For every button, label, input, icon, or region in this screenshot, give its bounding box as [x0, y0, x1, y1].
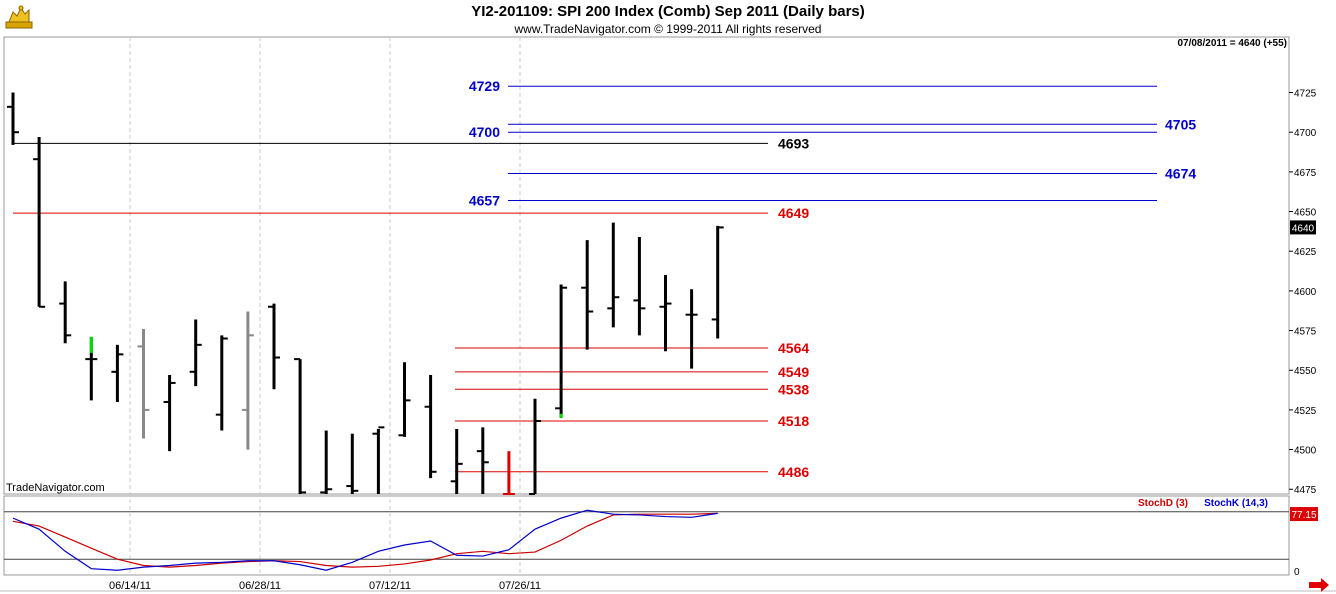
last-price-label: 4640: [1292, 223, 1315, 234]
level-label-4705: 4705: [1165, 116, 1196, 132]
y-tick-label: 4700: [1294, 128, 1317, 139]
copyright-notice: www.TradeNavigator.com © 1999-2011 All r…: [514, 22, 822, 36]
legend-stoch-d: StochD (3): [1138, 498, 1188, 509]
x-tick-label: 06/14/11: [109, 580, 151, 592]
chart-title: YI2-201109: SPI 200 Index (Comb) Sep 201…: [471, 3, 865, 20]
y-tick-label: 4725: [1294, 89, 1317, 100]
level-label-4693: 4693: [778, 135, 809, 151]
level-label-4518: 4518: [778, 413, 809, 429]
level-label-4674: 4674: [1165, 165, 1196, 181]
stoch-value-flag: [1290, 507, 1318, 522]
level-label-4564: 4564: [778, 340, 809, 356]
level-label-4649: 4649: [778, 205, 809, 221]
y-tick-label: 4650: [1294, 208, 1317, 219]
stoch-zero-label: 0: [1294, 567, 1300, 578]
x-tick-label: 06/28/11: [239, 580, 281, 592]
y-tick-label: 4550: [1294, 366, 1317, 377]
stoch-line-k: [12, 509, 718, 571]
level-label-4538: 4538: [778, 381, 809, 397]
y-tick-label: 4500: [1294, 446, 1317, 457]
y-tick-label: 4675: [1294, 168, 1317, 179]
watermark-text: TradeNavigator.com: [6, 482, 105, 494]
stoch-value-label: 77.15: [1291, 510, 1316, 521]
level-label-4657: 4657: [469, 192, 500, 208]
x-tick-label: 07/26/11: [499, 580, 541, 592]
stochastic-pane-frame: [3, 495, 1290, 576]
level-label-4729: 4729: [469, 78, 500, 94]
y-tick-label: 4625: [1294, 247, 1317, 258]
legend-stoch-k: StochK (14,3): [1204, 498, 1268, 509]
y-tick-label: 4525: [1294, 406, 1317, 417]
level-label-4549: 4549: [778, 364, 809, 380]
main-pane-frame: [3, 36, 1290, 495]
red-right-arrow-icon[interactable]: [1308, 578, 1330, 592]
y-tick-label: 4600: [1294, 287, 1317, 298]
last-price-readout: 07/08/2011 = 4640 (+55): [1177, 38, 1287, 49]
level-label-4486: 4486: [778, 464, 809, 480]
stoch-line-d: [12, 512, 718, 568]
level-label-4700: 4700: [469, 124, 500, 140]
last-price-flag: [1290, 220, 1316, 235]
y-tick-label: 4575: [1294, 327, 1317, 338]
x-tick-label: 07/12/11: [369, 580, 411, 592]
gold-bull-logo-icon[interactable]: [4, 2, 34, 32]
y-tick-label: 4475: [1294, 485, 1317, 496]
